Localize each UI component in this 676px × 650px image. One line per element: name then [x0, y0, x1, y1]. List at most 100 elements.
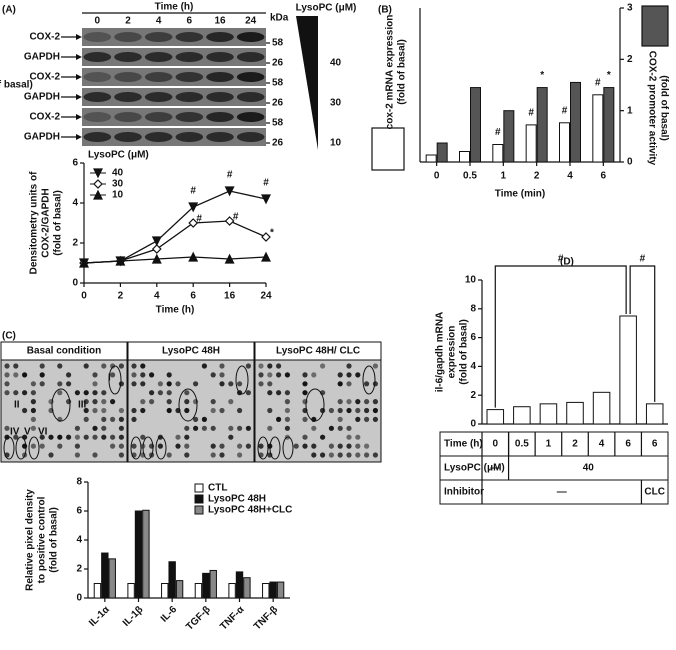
array-spot: [184, 443, 190, 449]
y-tick-label: 4: [72, 198, 78, 209]
bar: [209, 569, 217, 599]
array-spot: [228, 381, 234, 387]
y-tick-label: 4: [470, 361, 476, 372]
array-spot: [166, 381, 172, 387]
annotation: #: [495, 127, 501, 138]
bar: [93, 583, 102, 599]
array-spot: [101, 434, 107, 440]
array-circle: [282, 436, 294, 460]
array-spot: [4, 390, 10, 396]
bar: [525, 124, 537, 163]
bar: [603, 87, 615, 163]
array-spot: [83, 399, 89, 405]
kda-value: 58: [272, 78, 284, 89]
bar: [228, 583, 236, 599]
array-spot: [267, 381, 273, 387]
array-spot: [39, 381, 45, 387]
blot-band: [83, 92, 112, 102]
array-spot: [140, 363, 146, 369]
array-spot: [372, 363, 378, 369]
array-spot: [4, 372, 10, 378]
array-spot: [22, 372, 28, 378]
array-spot: [364, 443, 370, 449]
x-tick-label: 0.5: [463, 171, 477, 182]
table-cell: 0: [493, 439, 499, 450]
array-spot: [101, 390, 107, 396]
array-spot: [101, 363, 107, 369]
blot-band: [83, 112, 112, 122]
bar: [425, 154, 437, 163]
bar: [592, 94, 604, 163]
array-spot: [311, 452, 317, 458]
array-spot: [355, 372, 361, 378]
y-tick-label: 6: [470, 332, 476, 343]
bar: [108, 558, 116, 599]
y-tick-label: 8: [76, 477, 82, 488]
array-spot: [364, 452, 370, 458]
array-spot: [101, 425, 107, 431]
array-spot: [201, 416, 207, 422]
blot-band: [83, 32, 112, 42]
panel-label: (D): [560, 257, 574, 268]
array-spot: [118, 381, 124, 387]
array-circle: [15, 436, 27, 460]
array-spot: [258, 372, 264, 378]
array-spot: [267, 363, 273, 369]
array-spot: [311, 425, 317, 431]
bar: [142, 509, 150, 599]
bar: [566, 401, 584, 425]
array-spot: [258, 363, 264, 369]
array-spot: [193, 416, 199, 422]
array-spot: [118, 363, 124, 369]
array-spot: [83, 434, 89, 440]
array-spot: [210, 425, 216, 431]
array-spot: [328, 425, 334, 431]
legend-swatch: [641, 5, 669, 47]
blot-row-label: COX-2: [29, 72, 60, 83]
data-line: [83, 220, 267, 264]
array-spot: [210, 443, 216, 449]
array-spot: [110, 434, 116, 440]
array-spot: [245, 390, 251, 396]
legend-marker: [93, 179, 103, 189]
legend-label: 10: [112, 190, 124, 201]
legend-title: LysoPC (μM): [88, 150, 149, 161]
array-spot: [175, 434, 181, 440]
legend-swatch: [194, 483, 204, 493]
blot-time: 16: [214, 16, 226, 27]
y-tick-label: 0: [72, 278, 78, 289]
x-axis-label: Time (min): [495, 189, 545, 200]
array-spot: [57, 363, 63, 369]
table-cell: 0.5: [515, 439, 529, 450]
comparison-label: #: [558, 254, 564, 265]
bar: [570, 81, 581, 163]
array-spot: [346, 407, 352, 414]
array-spot: [210, 372, 216, 378]
array-spot: [92, 399, 98, 405]
array-spot: [48, 452, 54, 458]
blot-band: [144, 52, 173, 62]
array-spot: [110, 399, 116, 405]
array-spot: [320, 452, 326, 458]
y2-tick-label: 0: [627, 157, 633, 168]
array-spot: [219, 452, 225, 458]
x-tick-label: 0: [434, 171, 440, 182]
bar: [101, 552, 109, 599]
array-spot: [74, 443, 80, 449]
annotation: *: [270, 228, 274, 239]
array-spot: [372, 407, 378, 414]
array-spot: [131, 381, 137, 387]
table-cell: 40: [583, 463, 595, 474]
kda-value: 58: [272, 118, 284, 129]
blot-band: [236, 52, 265, 62]
array-spot: [140, 399, 146, 405]
array-spot-label: VI: [38, 427, 48, 438]
array-spot: [39, 443, 45, 449]
array-spot: [302, 443, 308, 449]
array-spot: [118, 452, 124, 458]
array-spot: [346, 452, 352, 458]
y-tick-label: 8: [470, 303, 476, 314]
array-spot: [302, 416, 308, 422]
bar: [202, 572, 210, 599]
array-spot: [237, 381, 243, 387]
